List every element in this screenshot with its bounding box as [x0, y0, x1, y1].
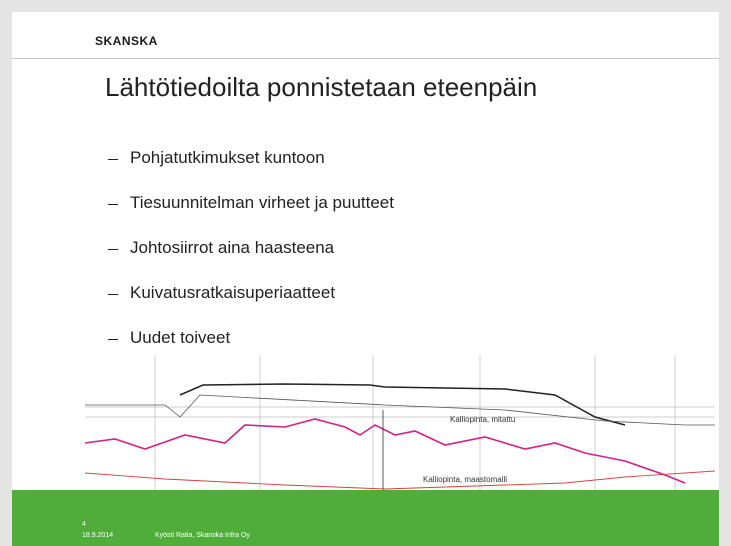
- ground-line: [85, 394, 715, 426]
- bullet-list: Pohjatutkimukset kuntoon Tiesuunnitelman …: [108, 148, 394, 373]
- footer: 4 18.9.2014 Kyösti Ratia, Skanska Infra …: [12, 490, 719, 546]
- bedrock-model: [85, 470, 715, 490]
- bedrock-measured: [85, 418, 686, 484]
- page-number: 4: [82, 521, 86, 528]
- bullet-dash: [108, 159, 118, 160]
- footer-date: 18.9.2014: [82, 532, 114, 539]
- bullet-text: Uudet toiveet: [130, 328, 231, 347]
- logo: SKANSKA: [95, 34, 158, 48]
- header: SKANSKA: [12, 12, 719, 59]
- bullet-item: Uudet toiveet: [108, 328, 394, 373]
- bullet-dash: [108, 204, 118, 205]
- bullet-item: Pohjatutkimukset kuntoon: [108, 148, 394, 193]
- bullet-dash: [108, 339, 118, 340]
- footer-author: Kyösti Ratia, Skanska Infra Oy: [155, 532, 250, 539]
- bullet-text: Johtosiirrot aina haasteena: [130, 238, 335, 257]
- slide-title: Lähtötiedoilta ponnistetaan eteenpäin: [105, 72, 538, 102]
- bullet-item: Tiesuunnitelman virheet ja puutteet: [108, 193, 394, 238]
- bullet-item: Johtosiirrot aina haasteena: [108, 238, 394, 283]
- slide: SKANSKA Lähtötiedoilta ponnistetaan etee…: [12, 12, 719, 546]
- bullet-dash: [108, 249, 118, 250]
- bullet-item: Kuivatusratkaisuperiaatteet: [108, 283, 394, 328]
- drawing-grid: [85, 355, 715, 490]
- drawing-label: Kalliopinta, mitattu: [450, 415, 515, 424]
- bullet-text: Kuivatusratkaisuperiaatteet: [130, 283, 336, 302]
- bullet-text: Pohjatutkimukset kuntoon: [130, 148, 325, 167]
- road-profile-drawing: Kalliopinta, mitattu Kalliopinta, maasto…: [85, 355, 715, 490]
- bullet-dash: [108, 294, 118, 295]
- road-surface: [179, 383, 626, 426]
- drawing-label: Kalliopinta, maastomalli: [423, 475, 507, 484]
- bullet-text: Tiesuunnitelman virheet ja puutteet: [130, 193, 394, 212]
